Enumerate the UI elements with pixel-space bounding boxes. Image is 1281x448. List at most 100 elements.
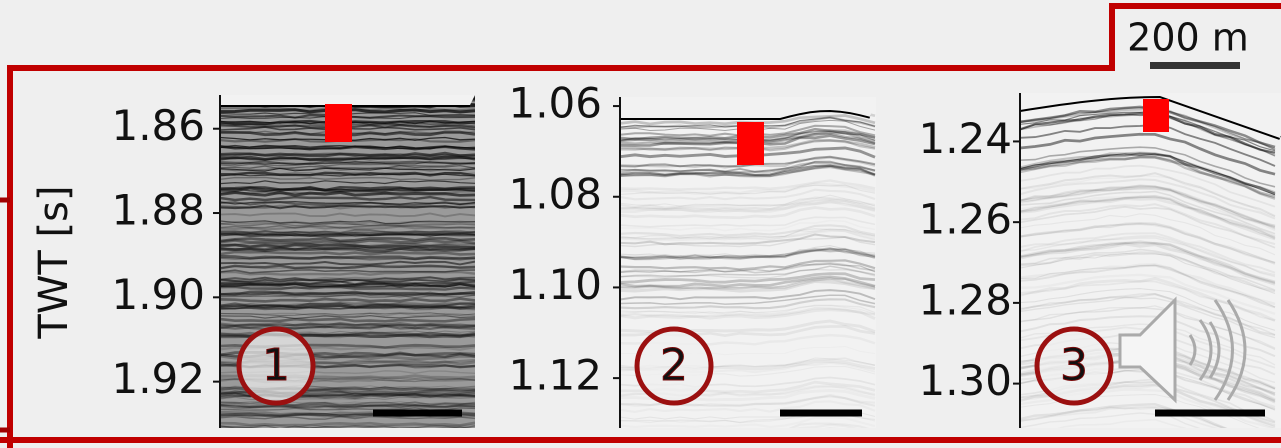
reflector (620, 276, 876, 291)
reflector (220, 238, 475, 245)
reflector (620, 188, 876, 201)
reflector (220, 285, 475, 291)
panel-badge (236, 326, 316, 406)
reflector (620, 199, 876, 214)
reflector (220, 297, 475, 303)
reflector (1020, 251, 1276, 293)
reflector (1020, 187, 1276, 232)
reflector (220, 176, 475, 181)
reflector (620, 278, 876, 290)
water (1020, 93, 1281, 138)
reflector (220, 161, 475, 165)
reflector (736, 422, 870, 428)
reflector (1020, 132, 1276, 176)
reflector (620, 304, 876, 315)
reflector (220, 324, 475, 330)
reflector (620, 304, 876, 314)
y-tick-label: 1.26 (918, 195, 1012, 244)
reflector (220, 220, 475, 225)
reflector (220, 254, 475, 261)
reflector (620, 248, 876, 261)
reflector (220, 247, 475, 253)
reflector (220, 243, 475, 249)
reflector (620, 308, 876, 320)
reflector (220, 403, 475, 409)
reflector (620, 165, 876, 178)
reflector (220, 185, 475, 192)
y-tick-label: 1.06 (508, 79, 602, 128)
reflector (1020, 407, 1219, 428)
reflector (220, 229, 475, 236)
reflector (1020, 406, 1228, 428)
water (620, 97, 876, 118)
reflector (1020, 252, 1276, 295)
y-axis-label: TWT [s] (31, 185, 77, 339)
reflector (220, 324, 475, 330)
speaker-wave (1213, 299, 1247, 401)
reflector (1020, 190, 1276, 235)
reflector (220, 305, 475, 310)
reflector (220, 144, 475, 149)
reflector (620, 294, 876, 305)
reflector (620, 247, 876, 259)
reflector (220, 180, 475, 185)
reflector (220, 314, 475, 320)
reflector (1020, 151, 1276, 194)
site-marker (1143, 99, 1169, 132)
reflector (220, 280, 475, 286)
reflector (620, 155, 876, 168)
y-tick-label: 1.92 (111, 354, 205, 403)
reflector (620, 272, 876, 284)
y-tick-label: 1.10 (508, 260, 602, 309)
reflector (620, 262, 876, 274)
reflector (220, 224, 475, 229)
reflector (1020, 296, 1276, 339)
reflector (220, 269, 475, 274)
reflector (220, 278, 475, 283)
reflector (1020, 172, 1276, 218)
reflector (1020, 263, 1276, 306)
reflector (220, 151, 475, 158)
reflector (220, 302, 475, 308)
y-tick-label: 1.28 (918, 275, 1012, 324)
reflector (1020, 264, 1276, 308)
speaker-wave (1188, 334, 1197, 366)
reflector (1020, 232, 1276, 274)
reflector (620, 289, 876, 301)
reflector (620, 156, 876, 169)
reflector (1020, 203, 1276, 246)
reflector (220, 276, 475, 281)
reflector (1020, 146, 1276, 188)
reflector (620, 263, 876, 274)
y-tick-label: 1.24 (918, 114, 1012, 163)
reflector (620, 280, 876, 293)
reflector (1020, 248, 1276, 291)
y-tick-label: 1.12 (508, 351, 602, 400)
reflector (1020, 242, 1276, 284)
site-marker (737, 122, 764, 165)
reflector (220, 304, 475, 310)
reflector (620, 298, 876, 310)
panel-label: 2 (660, 340, 688, 391)
reflector (220, 415, 475, 420)
reflector (220, 312, 475, 317)
reflector (220, 204, 475, 210)
reflector (1020, 240, 1276, 283)
reflector (620, 161, 876, 174)
reflector (1020, 305, 1276, 349)
reflector (220, 291, 475, 297)
reflector (620, 245, 876, 257)
reflector (220, 256, 475, 261)
reflector (1020, 186, 1276, 230)
reflector (220, 402, 475, 407)
reflector (220, 243, 475, 249)
y-tick-label: 1.86 (111, 101, 205, 150)
reflector (220, 220, 475, 226)
reflector (220, 222, 475, 227)
scale-bar (1150, 62, 1240, 69)
reflector (1020, 241, 1276, 285)
reflector (1020, 293, 1276, 336)
reflector (220, 312, 475, 317)
reflector (620, 228, 876, 239)
